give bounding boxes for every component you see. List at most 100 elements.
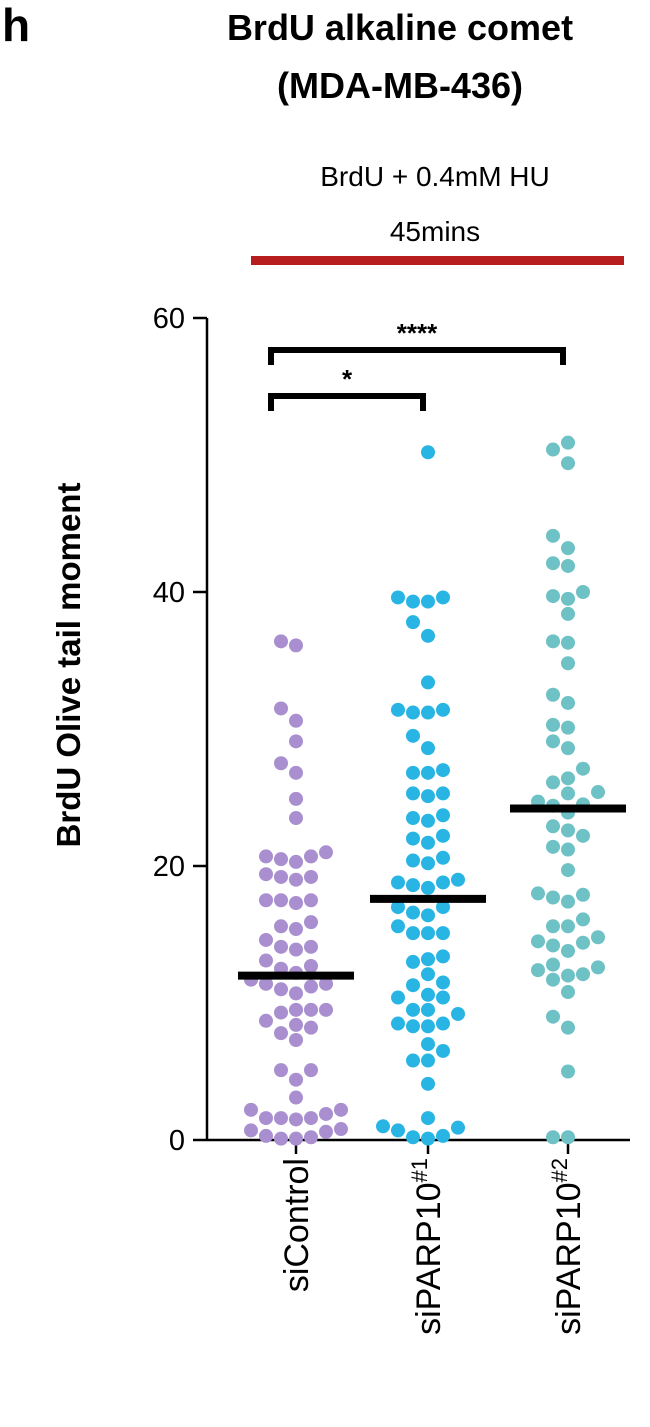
data-point: [244, 1102, 258, 1117]
panel-letter: h: [2, 0, 31, 51]
data-point: [561, 968, 575, 983]
data-point: [259, 932, 273, 947]
data-point: [436, 702, 450, 717]
data-point: [546, 687, 560, 702]
x-category-label: siPARP10#1: [407, 1158, 448, 1335]
data-point: [591, 960, 605, 975]
data-point: [289, 895, 303, 910]
data-point: [259, 976, 273, 991]
data-point: [561, 985, 575, 1000]
data-point: [406, 978, 420, 993]
data-point: [546, 972, 560, 987]
data-point: [421, 1131, 435, 1146]
data-point: [561, 558, 575, 573]
data-point: [561, 456, 575, 471]
data-point: [406, 1130, 420, 1145]
axes: 0 20 40 60: [153, 303, 630, 1157]
treatment-bar: [251, 256, 624, 265]
data-point: [304, 915, 318, 930]
data-point: [274, 982, 288, 997]
data-point: [591, 785, 605, 800]
data-point: [274, 893, 288, 908]
data-point: [406, 905, 420, 920]
data-point: [406, 811, 420, 826]
data-point: [561, 606, 575, 621]
data-point: [546, 839, 560, 854]
data-point: [421, 1111, 435, 1126]
median-lines: [238, 804, 626, 980]
data-point: [289, 765, 303, 780]
data-point: [546, 442, 560, 457]
data-point: [406, 1019, 420, 1034]
data-point: [289, 986, 303, 1001]
data-point: [406, 926, 420, 941]
data-point: [436, 786, 450, 801]
chart-title-line-1: BrdU alkaline comet: [226, 7, 574, 48]
significance-label: *: [342, 364, 353, 394]
data-point: [391, 875, 405, 890]
data-point: [546, 819, 560, 834]
data-point: [436, 875, 450, 890]
data-point: [576, 585, 590, 599]
data-point: [304, 893, 318, 908]
data-point: [546, 556, 560, 571]
data-point: [391, 990, 405, 1005]
data-point: [436, 900, 450, 915]
data-point: [561, 919, 575, 934]
data-point: [274, 852, 288, 867]
data-point: [436, 975, 450, 990]
data-point: [406, 705, 420, 720]
data-point: [451, 872, 465, 887]
data-point: [274, 1005, 288, 1020]
data-point: [591, 930, 605, 945]
data-point: [436, 850, 450, 865]
data-point: [421, 789, 435, 804]
data-point: [561, 591, 575, 606]
data-point: [391, 919, 405, 934]
data-point: [421, 835, 435, 850]
data-point: [576, 828, 590, 843]
data-point: [304, 849, 318, 864]
data-point: [436, 828, 450, 843]
data-point: [531, 963, 545, 978]
data-point: [289, 734, 303, 749]
data-point: [304, 959, 318, 974]
data-point: [289, 1090, 303, 1105]
data-point: [421, 705, 435, 720]
data-point: [561, 823, 575, 838]
y-tick-label: 0: [169, 1125, 185, 1157]
data-point: [531, 886, 545, 901]
data-point: [289, 922, 303, 937]
data-point: [546, 890, 560, 905]
data-point: [546, 1130, 560, 1145]
data-point: [421, 908, 435, 923]
data-point: [304, 869, 318, 884]
data-point: [561, 1064, 575, 1079]
data-point: [531, 934, 545, 949]
data-point: [406, 786, 420, 801]
data-point: [421, 1037, 435, 1052]
data-point: [274, 756, 288, 771]
data-point: [561, 894, 575, 909]
data-point: [289, 1072, 303, 1087]
y-tick-label: 60: [153, 303, 185, 335]
data-point: [421, 741, 435, 756]
data-points: [244, 435, 605, 1146]
treatment-label-line-2: 45mins: [389, 216, 481, 247]
data-point: [391, 590, 405, 605]
data-point: [304, 979, 318, 994]
data-point: [406, 831, 420, 846]
data-point: [436, 949, 450, 964]
data-point: [576, 912, 590, 927]
data-point: [244, 1123, 258, 1138]
data-point: [436, 590, 450, 605]
data-point: [406, 1053, 420, 1068]
data-point: [421, 1053, 435, 1068]
data-point: [274, 634, 288, 649]
data-point: [391, 1016, 405, 1031]
data-point: [576, 761, 590, 776]
data-point: [421, 1019, 435, 1034]
data-point: [289, 638, 303, 653]
data-point: [421, 594, 435, 609]
x-category-label: siPARP10#2: [547, 1158, 588, 1335]
